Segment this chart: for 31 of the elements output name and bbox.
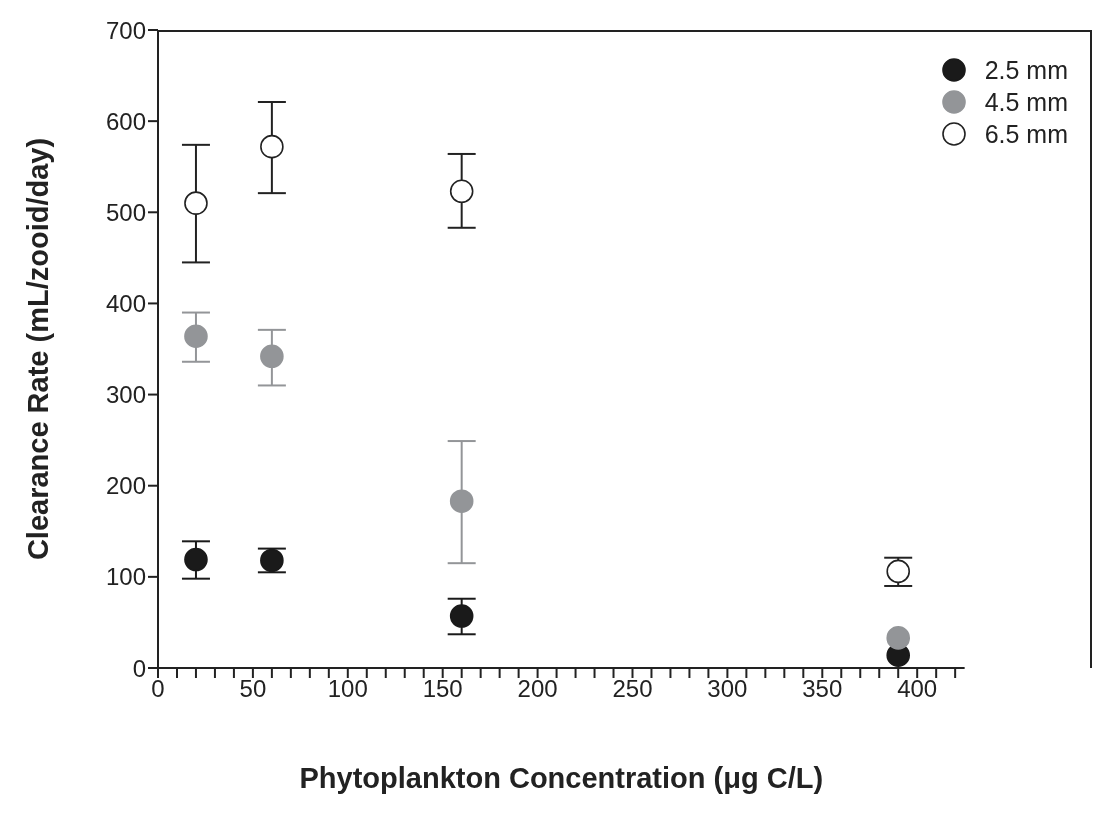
point (260, 344, 284, 369)
x-tick-label: 50 (239, 675, 267, 703)
point (260, 134, 284, 159)
point (449, 604, 474, 628)
y-axis-title: Clearance Rate (mL/zooid/day) (22, 137, 55, 561)
x-axis-title: Phytoplankton Concentration (μg C/L) (299, 762, 824, 794)
x-tick-label: 350 (802, 675, 843, 703)
y-tick-label: 600 (105, 107, 146, 135)
y-tick-label: 100 (105, 563, 146, 591)
legend-label: 4.5 mm (984, 87, 1068, 118)
point (449, 489, 474, 514)
y-tick-label: 200 (105, 472, 146, 500)
x-tick-label: 200 (517, 675, 558, 703)
y-tick-label: 0 (132, 654, 146, 682)
y-tick-label: 400 (105, 289, 146, 317)
point (184, 191, 208, 215)
point (184, 324, 208, 349)
x-tick-label: 0 (151, 675, 165, 703)
y-tick-label: 300 (105, 381, 146, 409)
legend-label: 2.5 mm (984, 55, 1068, 86)
x-tick-label: 400 (897, 675, 938, 703)
legend-label: 6.5 mm (984, 119, 1068, 150)
x-tick-label: 300 (707, 675, 748, 703)
point (184, 547, 208, 572)
y-tick-label: 500 (105, 198, 146, 226)
point (886, 626, 911, 650)
y-tick-label: 700 (105, 16, 146, 44)
x-tick-label: 150 (422, 675, 463, 703)
point (449, 179, 474, 204)
x-tick-label: 250 (612, 675, 653, 703)
x-tick-label: 100 (327, 675, 368, 703)
